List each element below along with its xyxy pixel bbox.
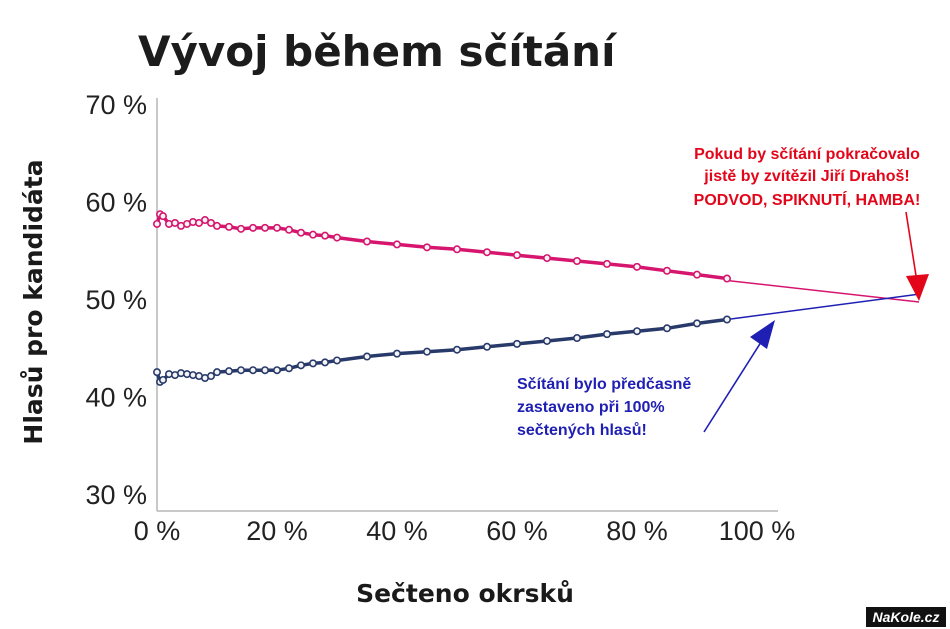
y-axis-ticks: 30 % 40 % 50 % 60 % 70 %	[85, 90, 147, 510]
data-point	[153, 219, 162, 228]
data-point	[662, 324, 671, 333]
data-point	[422, 243, 431, 252]
x-tick-label: 40 %	[366, 516, 428, 546]
data-point	[296, 361, 305, 370]
data-point	[512, 251, 521, 260]
data-point	[213, 221, 222, 230]
data-point	[662, 266, 671, 275]
data-point	[201, 216, 210, 225]
x-tick-label: 60 %	[486, 516, 548, 546]
data-point	[572, 334, 581, 343]
data-point	[422, 347, 431, 356]
x-axis-ticks: 0 % 20 % 40 % 60 % 80 % 100 %	[134, 516, 796, 546]
data-point	[296, 228, 305, 237]
data-point	[225, 222, 234, 231]
data-point	[249, 366, 258, 375]
y-axis-label: Hlasů pro kandidáta	[19, 159, 48, 444]
data-point	[572, 256, 581, 265]
data-point	[225, 367, 234, 376]
y-tick-label: 30 %	[85, 480, 147, 510]
data-point	[159, 212, 168, 221]
red-note-line-2: jistě by zvítězil Jiří Drahoš!	[703, 168, 909, 185]
data-point	[260, 223, 269, 232]
series-group	[153, 210, 731, 386]
data-point	[632, 262, 641, 271]
blue-arrow-head	[750, 320, 775, 349]
data-point	[362, 352, 371, 361]
red-arrow-shaft	[905, 211, 918, 283]
data-point	[260, 366, 269, 375]
y-tick-label: 50 %	[85, 285, 147, 315]
series-points-2	[153, 315, 731, 386]
blue-note-line-2: zastaveno při 100%	[517, 399, 665, 416]
blue-note-line-3: sečtených hlasů!	[517, 422, 647, 439]
watermark: NaKole.cz	[873, 609, 940, 625]
data-point	[207, 372, 216, 381]
data-point	[272, 366, 281, 375]
data-point	[272, 223, 281, 232]
data-point	[482, 248, 491, 257]
x-tick-label: 20 %	[246, 516, 308, 546]
x-axis-label: Sečteno okrsků	[356, 579, 574, 608]
data-point	[542, 254, 551, 263]
data-point	[171, 218, 180, 227]
data-point	[284, 364, 293, 373]
data-point	[237, 224, 246, 233]
data-point	[284, 225, 293, 234]
x-tick-label: 100 %	[719, 516, 796, 546]
data-point	[153, 368, 162, 377]
data-point	[392, 240, 401, 249]
data-point	[722, 315, 731, 324]
y-tick-label: 60 %	[85, 188, 147, 218]
data-point	[602, 330, 611, 339]
data-point	[722, 274, 731, 283]
data-point	[392, 349, 401, 358]
data-point	[692, 270, 701, 279]
data-point	[320, 358, 329, 367]
blue-arrow-shaft	[703, 338, 764, 433]
data-point	[195, 218, 204, 227]
y-tick-label: 40 %	[85, 383, 147, 413]
data-point	[249, 223, 258, 232]
extrapolation-line-1	[726, 279, 920, 303]
data-point	[332, 233, 341, 242]
data-point	[512, 339, 521, 348]
data-point	[237, 366, 246, 375]
x-tick-label: 0 %	[134, 516, 181, 546]
data-point	[159, 375, 168, 384]
x-tick-label: 80 %	[606, 516, 668, 546]
y-tick-label: 70 %	[85, 90, 147, 120]
data-point	[332, 356, 341, 365]
data-point	[308, 359, 317, 368]
data-point	[692, 319, 701, 328]
data-point	[452, 345, 461, 354]
data-point	[602, 259, 611, 268]
extrapolation-lines	[726, 279, 920, 321]
red-note-line-3: PODVOD, SPIKNUTÍ, HAMBA!	[694, 190, 921, 209]
red-arrow-head	[906, 274, 929, 301]
red-note-line-1: Pokud by sčítání pokračovalo	[694, 146, 920, 163]
data-point	[320, 231, 329, 240]
watermark-box	[866, 607, 946, 627]
data-point	[452, 245, 461, 254]
data-point	[213, 368, 222, 377]
series-points-1	[153, 210, 731, 283]
blue-note-line-1: Sčítání bylo předčasně	[517, 376, 691, 393]
chart-title: Vývoj během sčítání	[138, 27, 618, 76]
extrapolation-line-2	[726, 293, 920, 321]
data-point	[632, 327, 641, 336]
data-point	[207, 218, 216, 227]
series-line-1	[155, 212, 728, 281]
data-point	[362, 237, 371, 246]
data-point	[482, 342, 491, 351]
data-point	[308, 230, 317, 239]
data-point	[542, 336, 551, 345]
